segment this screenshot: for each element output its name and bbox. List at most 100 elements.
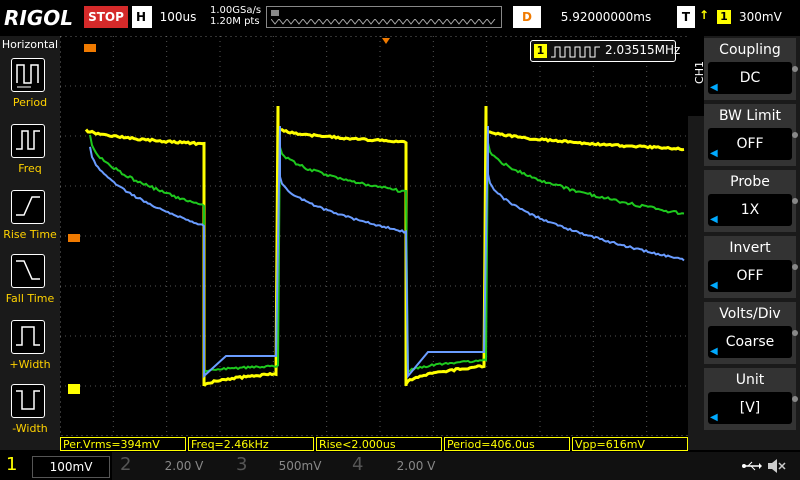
channel-2-block[interactable]: 2 2.00 V [116,452,228,480]
rigol-logo: RIGOL [4,6,73,30]
measure-fall-time-button[interactable]: Fall Time [0,254,60,316]
trigger-position-marker [84,44,96,52]
horizontal-key-label: H [132,6,150,28]
channel-menu-coupling[interactable]: Coupling ◀ DC [704,38,796,100]
measure-neg-width-button[interactable]: -Width [0,384,60,446]
fall-time-label: Fall Time [0,292,60,305]
menu-item-value-text: 1X [741,202,760,218]
ch1-trace [86,106,684,386]
frequency-counter: 1 2.03515MHz [530,40,676,62]
counter-value: 2.03515MHz [605,43,680,57]
menu-knob-icon [792,66,798,72]
measurement-item[interactable]: Rise<2.000us [316,437,442,451]
rising-edge-icon: ↑ [699,8,709,22]
delay-box[interactable]: D 5.92000000ms [513,6,671,28]
menu-knob-icon [792,198,798,204]
period-label: Period [0,96,60,109]
measure-period-button[interactable]: Period [0,58,60,120]
channel-4-scale: 2.00 V [378,456,454,476]
channel-2-scale: 2.00 V [146,456,222,476]
memory-window-indicator [271,10,279,16]
delay-value: 5.92000000ms [541,6,671,28]
ch1-offset-marker [68,384,80,394]
channel-1-block[interactable]: 1 100mV [0,452,112,480]
memory-track [271,19,497,25]
channel-3-block[interactable]: 3 500mV [232,452,344,480]
neg-width-icon [11,384,45,418]
menu-knob-icon [792,330,798,336]
menu-knob-icon [792,132,798,138]
menu-item-label: Coupling [704,42,796,58]
channel-menu-volts-div[interactable]: Volts/Div ◀ Coarse [704,302,796,364]
waveform-display[interactable] [60,36,700,436]
ref-marker [68,234,80,242]
blue-trace [90,126,684,376]
measurement-item[interactable]: Vpp=616mV [572,437,688,451]
menu-knob-icon [792,264,798,270]
measurement-item[interactable]: Per.Vrms=394mV [60,437,186,451]
channel-4-number: 4 [352,454,363,475]
memory-position-bar [266,6,502,28]
trigger-level: 300mV [739,6,782,28]
channel-3-number: 3 [236,454,247,475]
pos-width-label: +Width [0,358,60,371]
measure-pos-width-button[interactable]: +Width [0,320,60,382]
select-arrow-icon: ◀ [710,204,718,236]
menu-item-value-text: Coarse [726,334,775,350]
rise-time-icon [11,190,45,224]
menu-item-value: ◀ OFF [708,260,792,292]
acquisition-info: 1.00GSa/s 1.20M pts [210,5,261,27]
menu-item-value-text: DC [740,70,761,86]
measure-rise-time-button[interactable]: Rise Time [0,190,60,252]
pos-width-icon [11,320,45,354]
period-icon [11,58,45,92]
channel-2-number: 2 [120,454,131,475]
menu-item-value: ◀ [V] [708,392,792,424]
green-trace [90,126,684,376]
measure-freq-button[interactable]: Freq [0,124,60,186]
timebase-box[interactable]: H 100us [132,6,204,28]
channel-tab: CH1 [688,36,704,116]
select-arrow-icon: ◀ [710,402,718,434]
channel-menu-bw-limit[interactable]: BW Limit ◀ OFF [704,104,796,166]
measure-menu-panel: Horizontal Period Freq Rise Time Fall Ti… [0,36,60,450]
measurement-bar: Per.Vrms=394mV Freq=2.46kHz Rise<2.000us… [60,437,688,451]
menu-item-value: ◀ OFF [708,128,792,160]
channel-menu-probe[interactable]: Probe ◀ 1X [704,170,796,232]
run-stop-status[interactable]: STOP [84,6,128,28]
select-arrow-icon: ◀ [710,138,718,170]
menu-item-value: ◀ Coarse [708,326,792,358]
channel-menu-unit[interactable]: Unit ◀ [V] [704,368,796,430]
counter-channel: 1 [534,44,547,58]
rise-time-label: Rise Time [0,228,60,241]
delay-key-label: D [513,6,541,28]
menu-item-label: Volts/Div [704,306,796,322]
menu-item-value: ◀ DC [708,62,792,94]
channel-status-bar: 1 100mV 2 2.00 V 3 500mV 4 2.00 V [0,452,800,480]
speaker-mute-icon[interactable] [766,458,786,474]
select-arrow-icon: ◀ [710,270,718,302]
select-arrow-icon: ◀ [710,336,718,368]
trigger-box[interactable]: T ↑ 1 300mV [677,6,799,28]
menu-knob-icon [792,396,798,402]
measure-menu-title: Horizontal [0,38,60,51]
select-arrow-icon: ◀ [710,72,718,104]
menu-item-label: Unit [704,372,796,388]
fall-time-icon [11,254,45,288]
menu-item-value-text: OFF [736,268,763,284]
usb-icon [742,460,762,472]
measurement-item[interactable]: Freq=2.46kHz [188,437,314,451]
top-status-bar: RIGOL STOP H 100us 1.00GSa/s 1.20M pts D… [0,0,800,36]
menu-item-label: BW Limit [704,108,796,124]
memory-depth: 1.20M pts [210,16,261,27]
measurement-item[interactable]: Period=406.0us [444,437,570,451]
freq-icon [11,124,45,158]
channel-menu-invert[interactable]: Invert ◀ OFF [704,236,796,298]
channel-4-block[interactable]: 4 2.00 V [348,452,460,480]
square-wave-icon [551,46,601,58]
timebase-value: 100us [152,6,204,28]
channel-1-number: 1 [6,454,17,475]
menu-item-label: Invert [704,240,796,256]
channel-3-scale: 500mV [262,456,338,476]
trigger-key-label: T [677,6,695,28]
